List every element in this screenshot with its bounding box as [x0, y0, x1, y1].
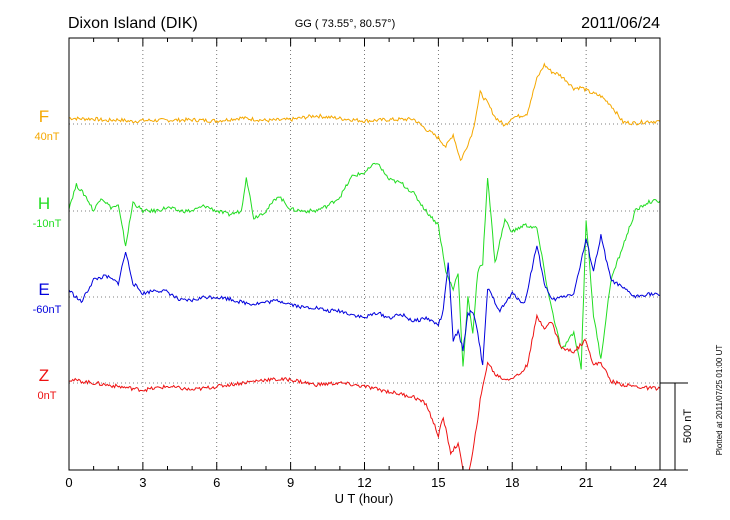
- grid: [142, 38, 587, 470]
- x-axis-label: U T (hour): [335, 491, 394, 506]
- series-baseline-e: -60nT: [33, 304, 62, 316]
- x-axis-ticks: 0 3 6 9 12 15 18 21 24: [65, 38, 667, 490]
- series-line-e: [68, 234, 661, 366]
- series-name-h: H: [38, 194, 50, 213]
- series-baseline-f: 40nT: [34, 131, 59, 143]
- x-tick-label: 3: [139, 475, 146, 490]
- x-tick-label: 18: [505, 475, 519, 490]
- x-tick-label: 24: [653, 475, 667, 490]
- x-tick-label: 12: [357, 475, 371, 490]
- x-tick-label: 15: [431, 475, 445, 490]
- plotted-timestamp: Plotted at 2011/07/25 01:00 UT: [715, 345, 724, 456]
- series-name-f: F: [39, 107, 49, 126]
- series-line-z: [68, 313, 661, 471]
- scale-bar: 500 nT: [660, 382, 694, 471]
- series-labels: F 40nT H -10nT E -60nT Z 0nT: [33, 107, 62, 402]
- chart-title: Dixon Island (DIK): [68, 15, 198, 32]
- series-baseline-h: -10nT: [33, 218, 62, 230]
- station-coordinates: GG ( 73.55°, 80.57°): [295, 18, 396, 30]
- scale-bar-label: 500 nT: [682, 409, 694, 444]
- x-tick-label: 9: [287, 475, 294, 490]
- series-baseline-z: 0nT: [38, 390, 57, 402]
- series-name-z: Z: [39, 366, 49, 385]
- series-lines: [68, 62, 661, 471]
- series-line-f: [68, 62, 661, 162]
- baselines: [69, 123, 660, 384]
- chart-date: 2011/06/24: [581, 15, 660, 32]
- x-tick-label: 6: [213, 475, 220, 490]
- x-tick-label: 21: [579, 475, 593, 490]
- series-name-e: E: [38, 280, 49, 299]
- x-tick-label: 0: [65, 475, 72, 490]
